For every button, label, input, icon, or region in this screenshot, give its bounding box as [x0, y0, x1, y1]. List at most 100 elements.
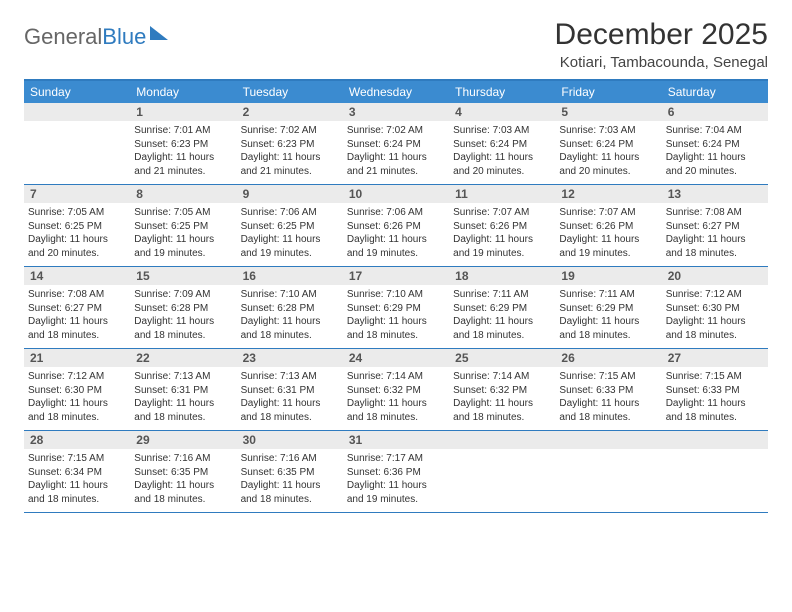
day-cell	[449, 431, 555, 512]
day-header-cell: Tuesday	[237, 81, 343, 103]
sunset-text: Sunset: 6:27 PM	[28, 302, 126, 316]
day-cell: 27 Sunrise: 7:15 AMSunset: 6:33 PMDayligh…	[662, 349, 768, 430]
day-number: 13	[662, 185, 768, 203]
day-number	[24, 103, 130, 121]
day-cell: 20Sunrise: 7:12 AMSunset: 6:30 PMDayligh…	[662, 267, 768, 348]
day-number: 15	[130, 267, 236, 285]
day-cell: 2Sunrise: 7:02 AMSunset: 6:23 PMDaylight…	[237, 103, 343, 184]
day-info: Sunrise: 7:01 AMSunset: 6:23 PMDaylight:…	[134, 124, 232, 178]
day-number: 12	[555, 185, 661, 203]
logo-word1: General	[24, 24, 102, 49]
day-cell: 5Sunrise: 7:03 AMSunset: 6:24 PMDaylight…	[555, 103, 661, 184]
day-number: 25	[449, 349, 555, 367]
sunset-text: Sunset: 6:23 PM	[241, 138, 339, 152]
day-number: 9	[237, 185, 343, 203]
daylight-text: Daylight: 11 hours and 20 minutes.	[666, 151, 764, 178]
day-number: 17	[343, 267, 449, 285]
day-info: Sunrise: 7:08 AMSunset: 6:27 PMDaylight:…	[666, 206, 764, 260]
day-cell: 22Sunrise: 7:13 AMSunset: 6:31 PMDayligh…	[130, 349, 236, 430]
day-info: Sunrise: 7:11 AMSunset: 6:29 PMDaylight:…	[453, 288, 551, 342]
week-row: 28Sunrise: 7:15 AMSunset: 6:34 PMDayligh…	[24, 431, 768, 513]
daylight-text: Daylight: 11 hours and 21 minutes.	[134, 151, 232, 178]
day-header-row: SundayMondayTuesdayWednesdayThursdayFrid…	[24, 81, 768, 103]
day-number: 29	[130, 431, 236, 449]
day-info: Sunrise: 7:16 AMSunset: 6:35 PMDaylight:…	[134, 452, 232, 506]
sunrise-text: Sunrise: 7:13 AM	[134, 370, 232, 384]
daylight-text: Daylight: 11 hours and 21 minutes.	[241, 151, 339, 178]
sunset-text: Sunset: 6:30 PM	[28, 384, 126, 398]
day-number: 31	[343, 431, 449, 449]
sunrise-text: Sunrise: 7:03 AM	[453, 124, 551, 138]
daylight-text: Daylight: 11 hours and 18 minutes.	[28, 479, 126, 506]
day-cell: 13 Sunrise: 7:08 AMSunset: 6:27 PMDayligh…	[662, 185, 768, 266]
day-cell: 26Sunrise: 7:15 AMSunset: 6:33 PMDayligh…	[555, 349, 661, 430]
daylight-text: Daylight: 11 hours and 18 minutes.	[559, 315, 657, 342]
sunrise-text: Sunrise: 7:14 AM	[347, 370, 445, 384]
day-cell: 11 Sunrise: 7:07 AMSunset: 6:26 PMDayligh…	[449, 185, 555, 266]
sunrise-text: Sunrise: 7:01 AM	[134, 124, 232, 138]
day-cell: 18Sunrise: 7:11 AMSunset: 6:29 PMDayligh…	[449, 267, 555, 348]
sunset-text: Sunset: 6:32 PM	[347, 384, 445, 398]
sunset-text: Sunset: 6:28 PM	[134, 302, 232, 316]
day-number: 24	[343, 349, 449, 367]
day-info: Sunrise: 7:13 AMSunset: 6:31 PMDaylight:…	[241, 370, 339, 424]
day-info: Sunrise: 7:15 AMSunset: 6:33 PMDaylight:…	[666, 370, 764, 424]
day-info: Sunrise: 7:09 AMSunset: 6:28 PMDaylight:…	[134, 288, 232, 342]
day-number: 6	[662, 103, 768, 121]
day-number: 22	[130, 349, 236, 367]
day-cell: 3Sunrise: 7:02 AMSunset: 6:24 PMDaylight…	[343, 103, 449, 184]
daylight-text: Daylight: 11 hours and 18 minutes.	[559, 397, 657, 424]
day-number: 27	[662, 349, 768, 367]
calendar: SundayMondayTuesdayWednesdayThursdayFrid…	[24, 79, 768, 513]
sunset-text: Sunset: 6:35 PM	[134, 466, 232, 480]
sunrise-text: Sunrise: 7:07 AM	[453, 206, 551, 220]
logo-text: GeneralBlue	[24, 24, 146, 50]
day-header-cell: Thursday	[449, 81, 555, 103]
sunset-text: Sunset: 6:35 PM	[241, 466, 339, 480]
day-header-cell: Monday	[130, 81, 236, 103]
sunset-text: Sunset: 6:30 PM	[666, 302, 764, 316]
sunrise-text: Sunrise: 7:11 AM	[453, 288, 551, 302]
day-number: 4	[449, 103, 555, 121]
daylight-text: Daylight: 11 hours and 20 minutes.	[453, 151, 551, 178]
sunset-text: Sunset: 6:31 PM	[241, 384, 339, 398]
day-info: Sunrise: 7:07 AMSunset: 6:26 PMDaylight:…	[559, 206, 657, 260]
sunrise-text: Sunrise: 7:15 AM	[666, 370, 764, 384]
header: GeneralBlue December 2025 Kotiari, Tamba…	[24, 18, 768, 71]
day-number: 28	[24, 431, 130, 449]
day-info: Sunrise: 7:03 AMSunset: 6:24 PMDaylight:…	[453, 124, 551, 178]
sunset-text: Sunset: 6:31 PM	[134, 384, 232, 398]
day-cell: 9Sunrise: 7:06 AMSunset: 6:25 PMDaylight…	[237, 185, 343, 266]
daylight-text: Daylight: 11 hours and 19 minutes.	[134, 233, 232, 260]
day-cell: 19Sunrise: 7:11 AMSunset: 6:29 PMDayligh…	[555, 267, 661, 348]
sunrise-text: Sunrise: 7:15 AM	[28, 452, 126, 466]
day-info: Sunrise: 7:05 AMSunset: 6:25 PMDaylight:…	[134, 206, 232, 260]
day-cell: 4 Sunrise: 7:03 AMSunset: 6:24 PMDaylight…	[449, 103, 555, 184]
sunrise-text: Sunrise: 7:16 AM	[241, 452, 339, 466]
day-number: 10	[343, 185, 449, 203]
sunset-text: Sunset: 6:25 PM	[28, 220, 126, 234]
day-cell: 30Sunrise: 7:16 AMSunset: 6:35 PMDayligh…	[237, 431, 343, 512]
day-cell: 31Sunrise: 7:17 AMSunset: 6:36 PMDayligh…	[343, 431, 449, 512]
sunset-text: Sunset: 6:26 PM	[453, 220, 551, 234]
daylight-text: Daylight: 11 hours and 19 minutes.	[453, 233, 551, 260]
sunrise-text: Sunrise: 7:06 AM	[241, 206, 339, 220]
logo: GeneralBlue	[24, 24, 168, 50]
daylight-text: Daylight: 11 hours and 18 minutes.	[453, 397, 551, 424]
daylight-text: Daylight: 11 hours and 18 minutes.	[666, 233, 764, 260]
title-block: December 2025 Kotiari, Tambacounda, Sene…	[555, 18, 768, 71]
day-cell: 7Sunrise: 7:05 AMSunset: 6:25 PMDaylight…	[24, 185, 130, 266]
day-info: Sunrise: 7:16 AMSunset: 6:35 PMDaylight:…	[241, 452, 339, 506]
sunset-text: Sunset: 6:36 PM	[347, 466, 445, 480]
day-number	[662, 431, 768, 449]
sunrise-text: Sunrise: 7:08 AM	[666, 206, 764, 220]
month-title: December 2025	[555, 18, 768, 52]
day-number: 11	[449, 185, 555, 203]
day-cell: 15 Sunrise: 7:09 AMSunset: 6:28 PMDayligh…	[130, 267, 236, 348]
daylight-text: Daylight: 11 hours and 19 minutes.	[347, 479, 445, 506]
sunset-text: Sunset: 6:24 PM	[666, 138, 764, 152]
day-number: 1	[130, 103, 236, 121]
sunset-text: Sunset: 6:27 PM	[666, 220, 764, 234]
daylight-text: Daylight: 11 hours and 18 minutes.	[347, 397, 445, 424]
day-header-cell: Wednesday	[343, 81, 449, 103]
